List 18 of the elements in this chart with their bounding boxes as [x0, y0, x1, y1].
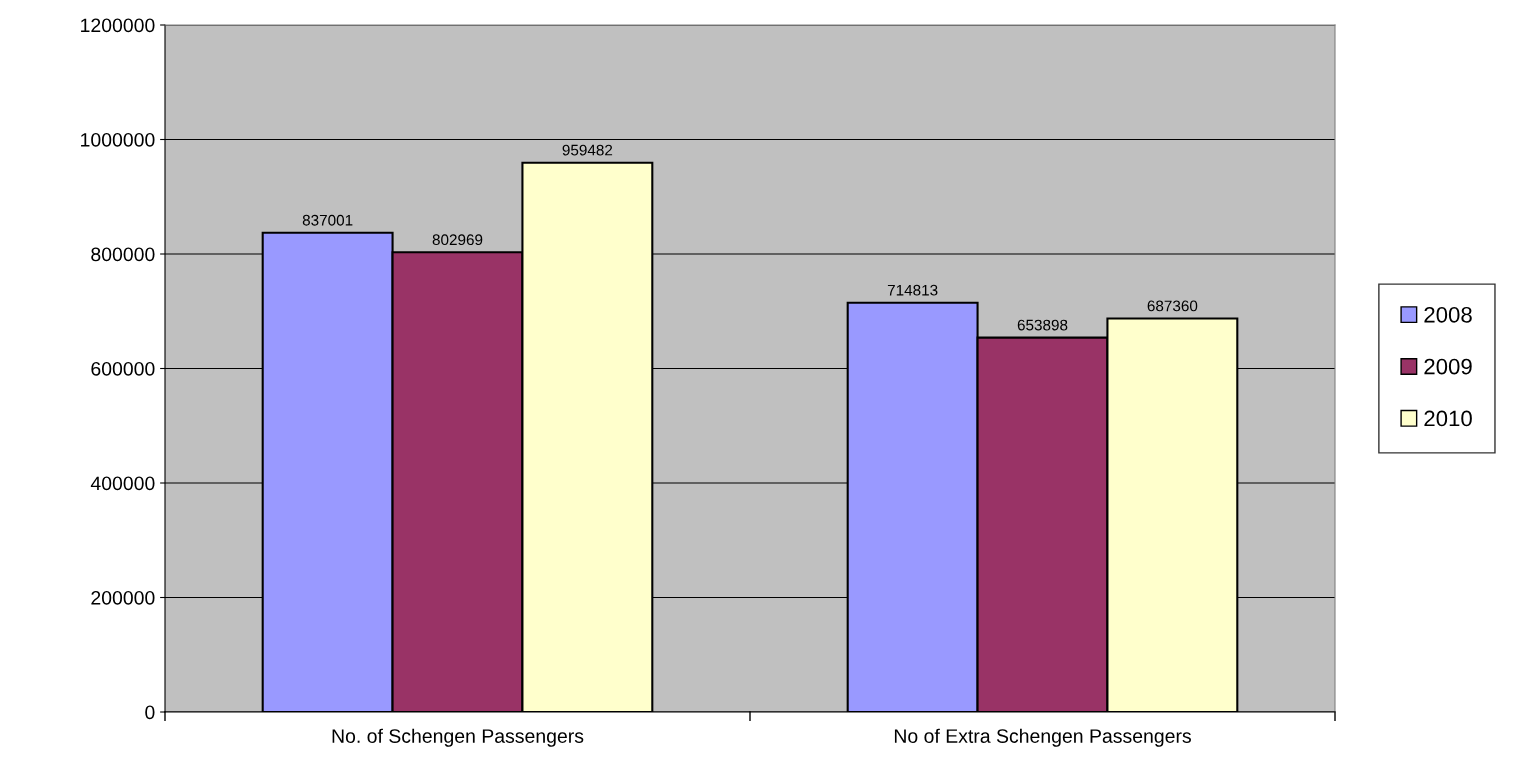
data-label: 653898 [1017, 319, 1068, 331]
y-tick-label: 1000000 [81, 132, 155, 147]
y-tick-label: 400000 [90, 476, 155, 491]
y-tick-label: 1200000 [81, 18, 155, 33]
data-label: 802969 [432, 234, 483, 246]
x-tick-label: No of Extra Schengen Passengers [894, 728, 1191, 747]
legend-label: 2009 [1424, 358, 1472, 375]
data-label: 959482 [562, 144, 613, 156]
x-tick-label: No. of Schengen Passengers [332, 728, 584, 747]
y-tick-label: 800000 [91, 247, 155, 262]
data-label: 714813 [887, 284, 938, 296]
legend-label: 2010 [1424, 410, 1472, 427]
y-tick-label: 200000 [91, 590, 155, 605]
data-label: 837001 [302, 214, 353, 226]
data-label: 687360 [1147, 300, 1198, 312]
y-tick-label: 600000 [91, 361, 155, 376]
legend-label: 2008 [1424, 306, 1472, 323]
y-tick-label: 0 [145, 705, 155, 720]
